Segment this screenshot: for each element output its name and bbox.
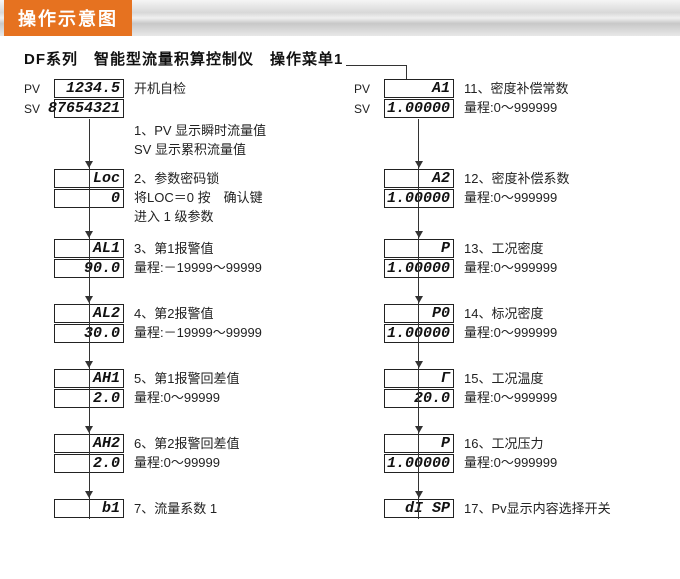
flow-arrow <box>415 491 423 498</box>
flow-arrow <box>415 231 423 238</box>
right-step: PVSVA11.00000 11、密度补偿常数量程:0～999999 <box>354 79 674 119</box>
step-num-title: 17、Pv显示内容选择开关 <box>464 501 611 516</box>
flow-arrow <box>415 296 423 303</box>
step-description: 3、第1报警值量程:－19999～99999 <box>134 239 262 277</box>
step-subtext: 量程:0～999999 <box>464 453 557 472</box>
flow-arrow <box>415 361 423 368</box>
lcd-stack: P1.00000 <box>384 239 454 278</box>
step-description: 11、密度补偿常数量程:0～999999 <box>464 79 569 117</box>
right-step: P1.00000 13、工况密度量程:0～999999 <box>354 239 674 278</box>
step-description: 7、流量系数 1 <box>134 499 217 518</box>
left-step: Loc02、参数密码锁将LOC＝0 按 确认键进入 1 级参数 <box>24 169 354 226</box>
lcd-display: Γ <box>384 369 454 388</box>
left-step: 1、PV 显示瞬时流量值 SV 显示累积流量值 <box>24 121 354 159</box>
step-num-title: 7、流量系数 1 <box>134 501 217 516</box>
vline-right <box>418 119 419 519</box>
step-description: 1、PV 显示瞬时流量值 SV 显示累积流量值 <box>134 121 266 159</box>
step-description: 17、Pv显示内容选择开关 <box>464 499 611 518</box>
step-description: 开机自检 <box>134 79 186 98</box>
lcd-display: A2 <box>384 169 454 188</box>
lcd-display: 1.00000 <box>384 99 454 118</box>
step-subtext: 量程:－19999～99999 <box>134 258 262 277</box>
step-num-title: 5、第1报警回差值 <box>134 371 239 386</box>
step-num-title: 11、密度补偿常数 <box>464 81 569 96</box>
lcd-stack: P1.00000 <box>384 434 454 473</box>
step-subtext: 量程:0～999999 <box>464 98 569 117</box>
step-description: 13、工况密度量程:0～999999 <box>464 239 557 277</box>
step-num-title: 6、第2报警回差值 <box>134 436 239 451</box>
step-subtext: 量程:0～99999 <box>134 388 239 407</box>
lcd-stack: P01.00000 <box>384 304 454 343</box>
lcd-stack: A11.00000 <box>384 79 454 118</box>
lcd-display: 1.00000 <box>384 454 454 473</box>
step-description: 5、第1报警回差值量程:0～99999 <box>134 369 239 407</box>
step-subtext: SV 显示累积流量值 <box>134 140 266 159</box>
left-step: b17、流量系数 1 <box>24 499 354 518</box>
lcd-stack: A21.00000 <box>384 169 454 208</box>
lcd-display: 20.0 <box>384 389 454 408</box>
step-num-title: 12、密度补偿系数 <box>464 171 569 186</box>
step-subtext: 量程:0～99999 <box>134 453 239 472</box>
vline-left <box>89 119 90 519</box>
step-num-title: 16、工况压力 <box>464 436 543 451</box>
step-subtext: 量程:－19999～99999 <box>134 323 262 342</box>
left-step: PVSV1234.587654321开机自检 <box>24 79 354 119</box>
step-description: 15、工况温度量程:0～999999 <box>464 369 557 407</box>
lcd-display: 87654321 <box>54 99 124 118</box>
lcd-stack: 1234.587654321 <box>54 79 124 118</box>
step-subtext: 量程:0～999999 <box>464 323 557 342</box>
step-description: 12、密度补偿系数量程:0～999999 <box>464 169 569 207</box>
label: PV <box>24 79 52 99</box>
right-step: P1.00000 16、工况压力量程:0～999999 <box>354 434 674 473</box>
lcd-display: P <box>384 434 454 453</box>
step-num-title: 1、PV 显示瞬时流量值 <box>134 123 266 138</box>
lcd-display: P <box>384 239 454 258</box>
right-step: P01.00000 14、标况密度量程:0～999999 <box>354 304 674 343</box>
step-num-title: 4、第2报警值 <box>134 306 213 321</box>
step-num-title: 3、第1报警值 <box>134 241 213 256</box>
left-step: AH12.05、第1报警回差值量程:0～99999 <box>24 369 354 408</box>
step-subtext: 量程:0～999999 <box>464 258 557 277</box>
lcd-display: dI SP <box>384 499 454 518</box>
lcd-display: 1234.5 <box>54 79 124 98</box>
lcd-display: 1.00000 <box>384 324 454 343</box>
header-title: 操作示意图 <box>4 0 132 36</box>
right-step: A21.00000 12、密度补偿系数量程:0～999999 <box>354 169 674 208</box>
subtitle: DF系列 智能型流量积算控制仪 操作菜单1 <box>0 36 680 79</box>
step-num-title: 14、标况密度 <box>464 306 543 321</box>
flow-arrow <box>415 426 423 433</box>
pv-sv-labels: PVSV <box>354 79 382 119</box>
step-subtext: 量程:0～999999 <box>464 188 569 207</box>
step-num-title: 开机自检 <box>134 81 186 96</box>
step-description: 16、工况压力量程:0～999999 <box>464 434 557 472</box>
step-description: 2、参数密码锁将LOC＝0 按 确认键进入 1 级参数 <box>134 169 263 226</box>
left-step: AL190.03、第1报警值量程:－19999～99999 <box>24 239 354 278</box>
flow-arrow <box>415 161 423 168</box>
label: SV <box>354 99 382 119</box>
lcd-display: 1.00000 <box>384 189 454 208</box>
step-num-title: 2、参数密码锁 <box>134 171 219 186</box>
step-description: 4、第2报警值量程:－19999～99999 <box>134 304 262 342</box>
step-description: 14、标况密度量程:0～999999 <box>464 304 557 342</box>
lcd-stack: dI SP <box>384 499 454 518</box>
right-step: dI SP 17、Pv显示内容选择开关 <box>354 499 674 518</box>
lcd-display: 1.00000 <box>384 259 454 278</box>
left-step: AH22.06、第2报警回差值量程:0～99999 <box>24 434 354 473</box>
step-subtext: 进入 1 级参数 <box>134 207 263 226</box>
label: PV <box>354 79 382 99</box>
top-hline <box>346 65 406 66</box>
top-vline-r <box>406 65 407 79</box>
header-bar: 操作示意图 <box>0 0 680 36</box>
step-num-title: 15、工况温度 <box>464 371 543 386</box>
lcd-stack: Γ20.0 <box>384 369 454 408</box>
lcd-display: P0 <box>384 304 454 323</box>
step-description: 6、第2报警回差值量程:0～99999 <box>134 434 239 472</box>
right-step: Γ20.0 15、工况温度量程:0～999999 <box>354 369 674 408</box>
step-subtext: 将LOC＝0 按 确认键 <box>134 188 263 207</box>
lcd-display: A1 <box>384 79 454 98</box>
step-subtext: 量程:0～999999 <box>464 388 557 407</box>
diagram: PVSV1234.587654321开机自检1、PV 显示瞬时流量值SV 显示累… <box>0 79 680 579</box>
step-num-title: 13、工况密度 <box>464 241 543 256</box>
left-step: AL230.04、第2报警值量程:－19999～99999 <box>24 304 354 343</box>
